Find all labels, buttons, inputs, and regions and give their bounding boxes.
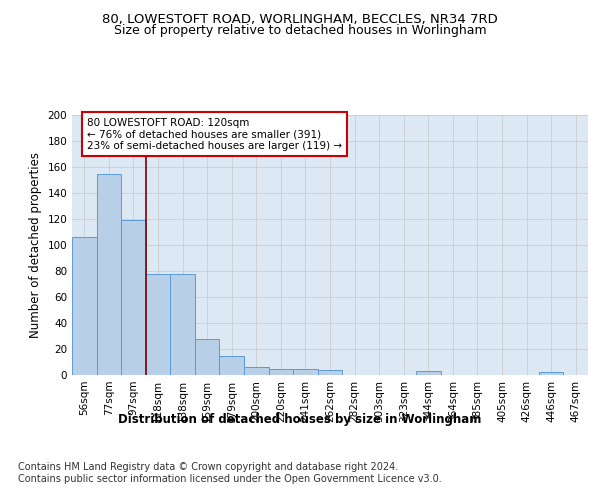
Bar bbox=[146, 274, 170, 375]
Bar bbox=[220, 356, 244, 375]
Bar bbox=[170, 274, 195, 375]
Y-axis label: Number of detached properties: Number of detached properties bbox=[29, 152, 42, 338]
Bar bbox=[121, 220, 146, 375]
Bar bbox=[97, 174, 121, 375]
Text: Contains HM Land Registry data © Crown copyright and database right 2024.: Contains HM Land Registry data © Crown c… bbox=[18, 462, 398, 472]
Text: 80 LOWESTOFT ROAD: 120sqm
← 76% of detached houses are smaller (391)
23% of semi: 80 LOWESTOFT ROAD: 120sqm ← 76% of detac… bbox=[87, 118, 342, 151]
Bar bbox=[539, 372, 563, 375]
Bar bbox=[195, 338, 220, 375]
Text: Contains public sector information licensed under the Open Government Licence v3: Contains public sector information licen… bbox=[18, 474, 442, 484]
Text: Distribution of detached houses by size in Worlingham: Distribution of detached houses by size … bbox=[118, 412, 482, 426]
Bar bbox=[244, 367, 269, 375]
Bar bbox=[416, 371, 440, 375]
Bar bbox=[72, 237, 97, 375]
Bar bbox=[269, 368, 293, 375]
Bar bbox=[293, 368, 318, 375]
Bar bbox=[318, 370, 342, 375]
Text: 80, LOWESTOFT ROAD, WORLINGHAM, BECCLES, NR34 7RD: 80, LOWESTOFT ROAD, WORLINGHAM, BECCLES,… bbox=[102, 12, 498, 26]
Text: Size of property relative to detached houses in Worlingham: Size of property relative to detached ho… bbox=[113, 24, 487, 37]
